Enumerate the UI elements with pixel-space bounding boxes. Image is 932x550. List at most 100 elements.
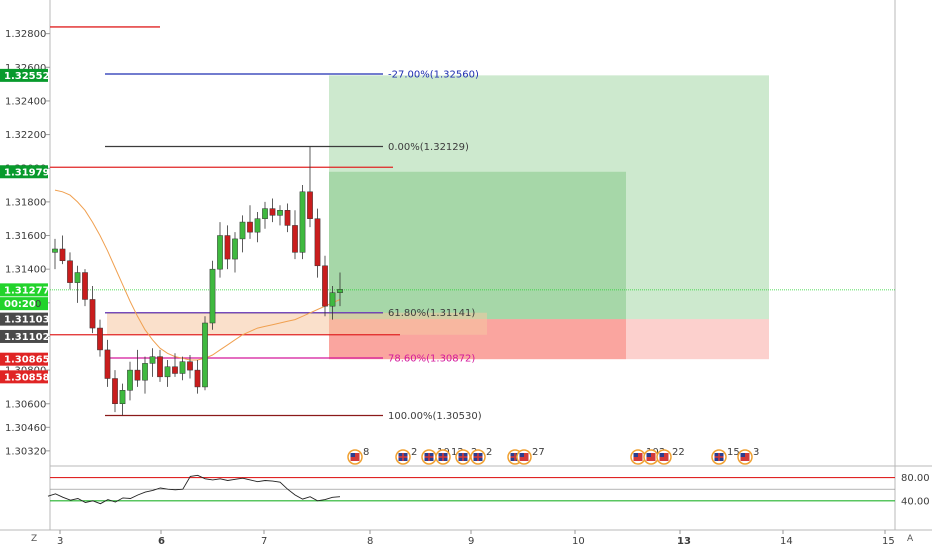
flag-canton: [350, 453, 355, 457]
candle-body: [119, 390, 126, 405]
candle: [322, 255, 328, 317]
y-tick-label: 1.31400: [5, 265, 46, 276]
candle: [104, 339, 111, 387]
y-tick-label: 1.31600: [5, 231, 46, 242]
candle: [277, 205, 283, 226]
candle-body: [97, 327, 103, 351]
candle-body: [209, 268, 216, 324]
candle-body: [277, 210, 283, 216]
candle-body: [307, 191, 313, 219]
price-badge-label: 1.31102: [4, 332, 50, 343]
x-tick-label: 6: [158, 536, 165, 547]
candle: [52, 238, 58, 270]
candle: [142, 356, 148, 394]
candle-body: [127, 369, 133, 391]
x-tick-label: 7: [261, 536, 267, 547]
candle: [262, 201, 268, 229]
candle-body: [149, 356, 156, 364]
candle-body: [262, 208, 268, 219]
calendar-event-count: 27: [532, 447, 545, 458]
candle: [127, 361, 133, 401]
price-badge: 00:20: [0, 297, 48, 311]
fib-level-label: 61.80%(1.31141): [388, 308, 475, 319]
price-badge-label: 1.31979: [4, 167, 50, 178]
candle: [172, 353, 178, 377]
candle-body: [194, 369, 201, 388]
price-badge-bg: [0, 329, 48, 343]
calendar-event-count: 15: [727, 447, 740, 458]
x-tick-label: 15: [882, 536, 895, 547]
price-badge: 1.31102: [0, 329, 50, 343]
price-badge-bg: [0, 297, 48, 311]
calendar-event: 22: [656, 447, 685, 465]
fib-level-label: 78.60%(1.30872): [388, 353, 475, 364]
candle-body: [202, 322, 208, 388]
candle-body: [292, 225, 298, 253]
price-badge-label: 1.31103: [4, 315, 50, 326]
long-position-inner-profit-zone: [329, 171, 626, 320]
candle: [149, 348, 156, 377]
candle: [119, 383, 126, 416]
candle: [239, 215, 246, 253]
candle: [292, 210, 298, 260]
price-badge: 1.31277: [0, 283, 50, 297]
candle-body: [74, 272, 81, 283]
price-badge-bg: [0, 370, 48, 384]
price-badge: 1.30858: [0, 370, 50, 384]
candle: [254, 211, 261, 243]
price-badge-bg: [0, 68, 48, 82]
candle-body: [224, 235, 231, 260]
flag-canton: [740, 453, 745, 457]
x-tick-label: 13: [677, 536, 691, 547]
price-badge: 1.31979: [0, 165, 50, 179]
candle: [59, 235, 66, 265]
candle: [247, 205, 253, 239]
candle-body: [322, 265, 328, 307]
price-badge-bg: [0, 312, 48, 326]
candle: [329, 285, 336, 320]
candle-body: [67, 260, 73, 283]
y-tick-label: 1.32400: [5, 96, 46, 107]
price-badge-label: 1.30865: [4, 355, 50, 366]
auto-scale-z-button[interactable]: Z: [31, 534, 38, 544]
moving-average-line: [54, 189, 341, 361]
candle-body: [314, 218, 321, 267]
candle: [82, 269, 88, 307]
x-tick-label: 9: [468, 536, 474, 547]
long-position-outer-profit-zone: [329, 75, 769, 320]
candle: [89, 285, 96, 334]
candle: [337, 272, 343, 307]
y-tick-label: 1.32600: [5, 63, 46, 74]
price-badge: 1.30865: [0, 352, 50, 366]
auto-scale-a-button[interactable]: A: [907, 534, 914, 544]
flag-canton: [633, 453, 638, 457]
candle-body: [59, 248, 66, 262]
price-badge-label: 1.30858: [4, 372, 50, 383]
price-badge-bg: [0, 283, 48, 297]
y-tick-label: 1.32200: [5, 130, 46, 141]
y-tick-label: 1.30600: [5, 399, 46, 410]
candle-body: [247, 221, 253, 233]
candle: [209, 260, 216, 330]
price-scale-extra: 0: [35, 299, 41, 310]
x-tick-label: 10: [572, 536, 585, 547]
calendar-event: 15: [711, 447, 740, 465]
candle: [217, 222, 223, 278]
candle-body: [82, 272, 88, 300]
candle-body: [157, 356, 163, 378]
y-tick-label: 1.31800: [5, 197, 46, 208]
calendar-event: 3: [737, 447, 759, 465]
candle: [74, 265, 81, 303]
candle-body: [104, 349, 111, 379]
calendar-event: 8: [347, 447, 369, 465]
price-badge-bg: [0, 165, 48, 179]
candle: [202, 316, 208, 391]
price-badge-label: 00:20: [4, 299, 36, 310]
candle: [97, 319, 103, 357]
candle-body: [299, 191, 306, 253]
price-badge-bg: [0, 352, 48, 366]
supply-zone: [107, 312, 487, 335]
candle: [157, 349, 163, 382]
